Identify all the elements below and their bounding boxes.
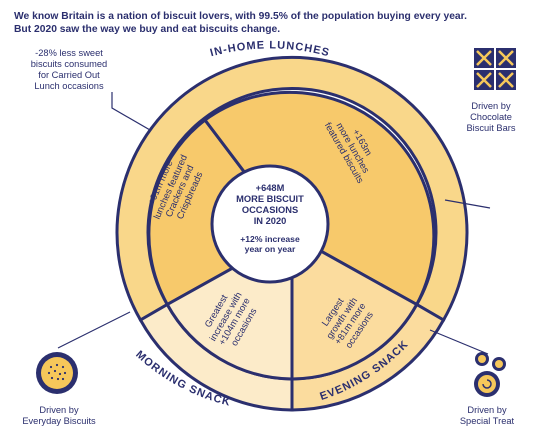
- note-line: Everyday Biscuits: [22, 416, 96, 426]
- intro-line-1: We know Britain is a nation of biscuit l…: [14, 11, 467, 22]
- intro-line-2: But 2020 saw the way we buy and eat bisc…: [14, 24, 281, 35]
- chocolate-bars-icon: [474, 48, 516, 90]
- center-circle: [210, 164, 330, 284]
- center-sub-line: year on year: [244, 244, 296, 254]
- note-line: -28% less sweet: [35, 48, 103, 58]
- note-top-right: Driven by Chocolate Biscuit Bars: [446, 101, 536, 134]
- connector-bottom-right: [429, 329, 489, 355]
- note-bottom-left: Driven by Everyday Biscuits: [4, 405, 114, 427]
- note-line: biscuits consumed: [30, 59, 108, 69]
- center-subline: +12% increase year on year: [216, 234, 324, 254]
- round-biscuit-icon: [36, 352, 78, 394]
- connector-top-left: [111, 92, 151, 131]
- center-summary: +648M MORE BISCUIT OCCASIONS IN 2020 +12…: [216, 183, 324, 254]
- note-line: Special Treat: [459, 416, 515, 426]
- inner-segments: [147, 90, 436, 381]
- note-line: for Carried Out: [38, 70, 100, 80]
- connector-top-right: [444, 199, 491, 209]
- note-line: Driven by: [467, 405, 507, 415]
- note-line: Driven by: [39, 405, 79, 415]
- connector-bottom-left: [57, 311, 131, 349]
- ring-label-in-home-lunches: IN-HOME LUNCHES: [209, 39, 331, 59]
- note-bottom-right: Driven by Special Treat: [440, 405, 534, 427]
- special-treat-biscuits-icon: [474, 352, 506, 397]
- note-line: Chocolate: [470, 112, 512, 122]
- ring-lunch: [115, 55, 469, 323]
- center-sub-line: +12% increase: [240, 234, 300, 244]
- intro-text: We know Britain is a nation of biscuit l…: [14, 10, 534, 36]
- connector-lines: [57, 92, 491, 355]
- note-top-left: -28% less sweet biscuits consumed for Ca…: [14, 48, 124, 92]
- note-line: Biscuit Bars: [466, 123, 516, 133]
- center-line: MORE BISCUIT: [236, 194, 304, 204]
- note-line: Lunch occasions: [34, 81, 104, 91]
- center-line: +648M: [255, 183, 285, 193]
- segment-evening: [290, 232, 419, 381]
- center-headline: +648M MORE BISCUIT OCCASIONS IN 2020: [216, 183, 324, 227]
- center-line: OCCASIONS: [241, 205, 299, 215]
- center-line: IN 2020: [253, 216, 287, 226]
- note-line: Driven by: [471, 101, 511, 111]
